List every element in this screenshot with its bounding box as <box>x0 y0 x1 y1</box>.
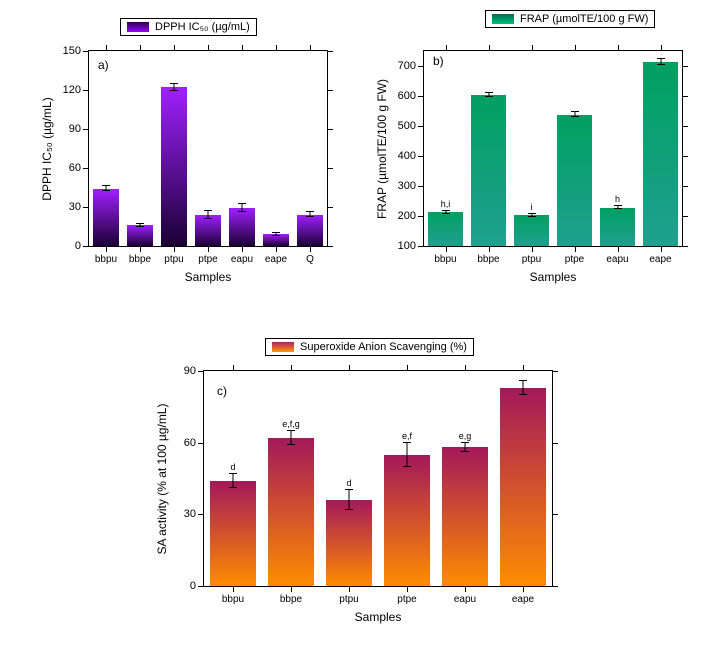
legend: FRAP (µmolTE/100 g FW) <box>485 10 655 28</box>
y-tick-label: 60 <box>69 162 89 174</box>
panel-a: 0 30 60 90 120 150 DPPH IC₅₀ (µg/mL) bbpu bbpept… <box>20 10 340 300</box>
x-tick-label: bbpe <box>129 246 151 265</box>
bar <box>93 189 119 246</box>
y-tick-label: 100 <box>398 240 424 252</box>
x-tick-label: Q <box>306 246 314 265</box>
bar <box>643 62 677 246</box>
significance-note: e,f <box>402 431 412 441</box>
bar <box>263 234 289 246</box>
bar <box>500 388 545 586</box>
y-tick-label: 90 <box>184 365 204 377</box>
y-tick-label: 0 <box>190 580 204 592</box>
x-axis-label: Samples <box>530 246 577 284</box>
y-axis-label: DPPH IC₅₀ (µg/mL) <box>40 97 54 200</box>
significance-note: e,g <box>459 431 472 441</box>
bar <box>471 95 505 246</box>
y-tick-label: 200 <box>398 210 424 222</box>
y-tick-label: 300 <box>398 180 424 192</box>
x-axis-label: Samples <box>355 586 402 624</box>
x-tick-label: eapu <box>606 246 628 265</box>
x-axis-label: Samples <box>185 246 232 284</box>
legend-swatch-icon <box>127 22 149 32</box>
bar <box>384 455 429 586</box>
panel-c: 0 30 60 90 SA activity (% at 100 µg/mL) bbpu d… <box>135 330 565 640</box>
y-tick-label: 500 <box>398 120 424 132</box>
legend-label: FRAP (µmolTE/100 g FW) <box>520 13 648 25</box>
x-tick-label: eapu <box>454 586 476 605</box>
chart-area: 0306090SA activity (% at 100 µg/mL)bbpud… <box>203 370 553 587</box>
significance-note: h <box>615 194 620 204</box>
y-tick-label: 90 <box>69 123 89 135</box>
bar <box>428 212 462 246</box>
x-tick-label: eape <box>649 246 671 265</box>
y-tick-label: 0 <box>75 240 89 252</box>
legend-swatch-icon <box>272 342 294 352</box>
y-tick-label: 30 <box>69 201 89 213</box>
significance-note: d <box>346 478 351 488</box>
y-tick-label: 30 <box>184 508 204 520</box>
bar <box>297 215 323 246</box>
legend: Superoxide Anion Scavenging (%) <box>265 338 474 356</box>
y-axis-label: FRAP (µmolTE/100 g FW) <box>375 78 389 218</box>
panel-letter: a) <box>98 58 109 72</box>
y-tick-label: 400 <box>398 150 424 162</box>
bar <box>195 215 221 246</box>
x-tick-label: eape <box>512 586 534 605</box>
significance-note: e,f,g <box>282 419 300 429</box>
legend-swatch-icon <box>492 14 514 24</box>
panel-letter: b) <box>433 54 444 68</box>
y-tick-label: 120 <box>63 84 89 96</box>
x-tick-label: bbpe <box>477 246 499 265</box>
legend-label: Superoxide Anion Scavenging (%) <box>300 341 467 353</box>
x-tick-label: ptpu <box>164 246 183 265</box>
bar <box>268 438 313 586</box>
legend-label: DPPH IC₅₀ (µg/mL) <box>155 21 250 33</box>
bar <box>210 481 255 586</box>
significance-note: i <box>531 202 533 212</box>
chart-area: 0306090120150DPPH IC₅₀ (µg/mL)bbpubbpept… <box>88 50 328 247</box>
y-tick-label: 700 <box>398 60 424 72</box>
x-tick-label: bbpe <box>280 586 302 605</box>
panel-letter: c) <box>217 384 227 398</box>
bar <box>127 225 153 246</box>
y-tick-label: 600 <box>398 90 424 102</box>
bar <box>326 500 371 586</box>
x-tick-label: bbpu <box>95 246 117 265</box>
significance-note: h,i <box>441 199 451 209</box>
bar <box>442 447 487 586</box>
chart-area: 100200300400500600700FRAP (µmolTE/100 g … <box>423 50 683 247</box>
y-tick-label: 150 <box>63 45 89 57</box>
x-tick-label: eapu <box>231 246 253 265</box>
panel-b: 100 200 300 400 500 600 700 FRAP (µmolTE/100 g … <box>355 10 695 300</box>
bar <box>514 215 548 246</box>
x-tick-label: eape <box>265 246 287 265</box>
significance-note: d <box>230 462 235 472</box>
y-axis-label: SA activity (% at 100 µg/mL) <box>155 403 169 554</box>
legend: DPPH IC₅₀ (µg/mL) <box>120 18 257 36</box>
x-tick-label: bbpu <box>222 586 244 605</box>
bar <box>229 208 255 246</box>
y-tick-label: 60 <box>184 437 204 449</box>
x-tick-label: bbpu <box>434 246 456 265</box>
bar <box>600 208 634 246</box>
bar <box>557 115 591 246</box>
bar <box>161 87 187 246</box>
